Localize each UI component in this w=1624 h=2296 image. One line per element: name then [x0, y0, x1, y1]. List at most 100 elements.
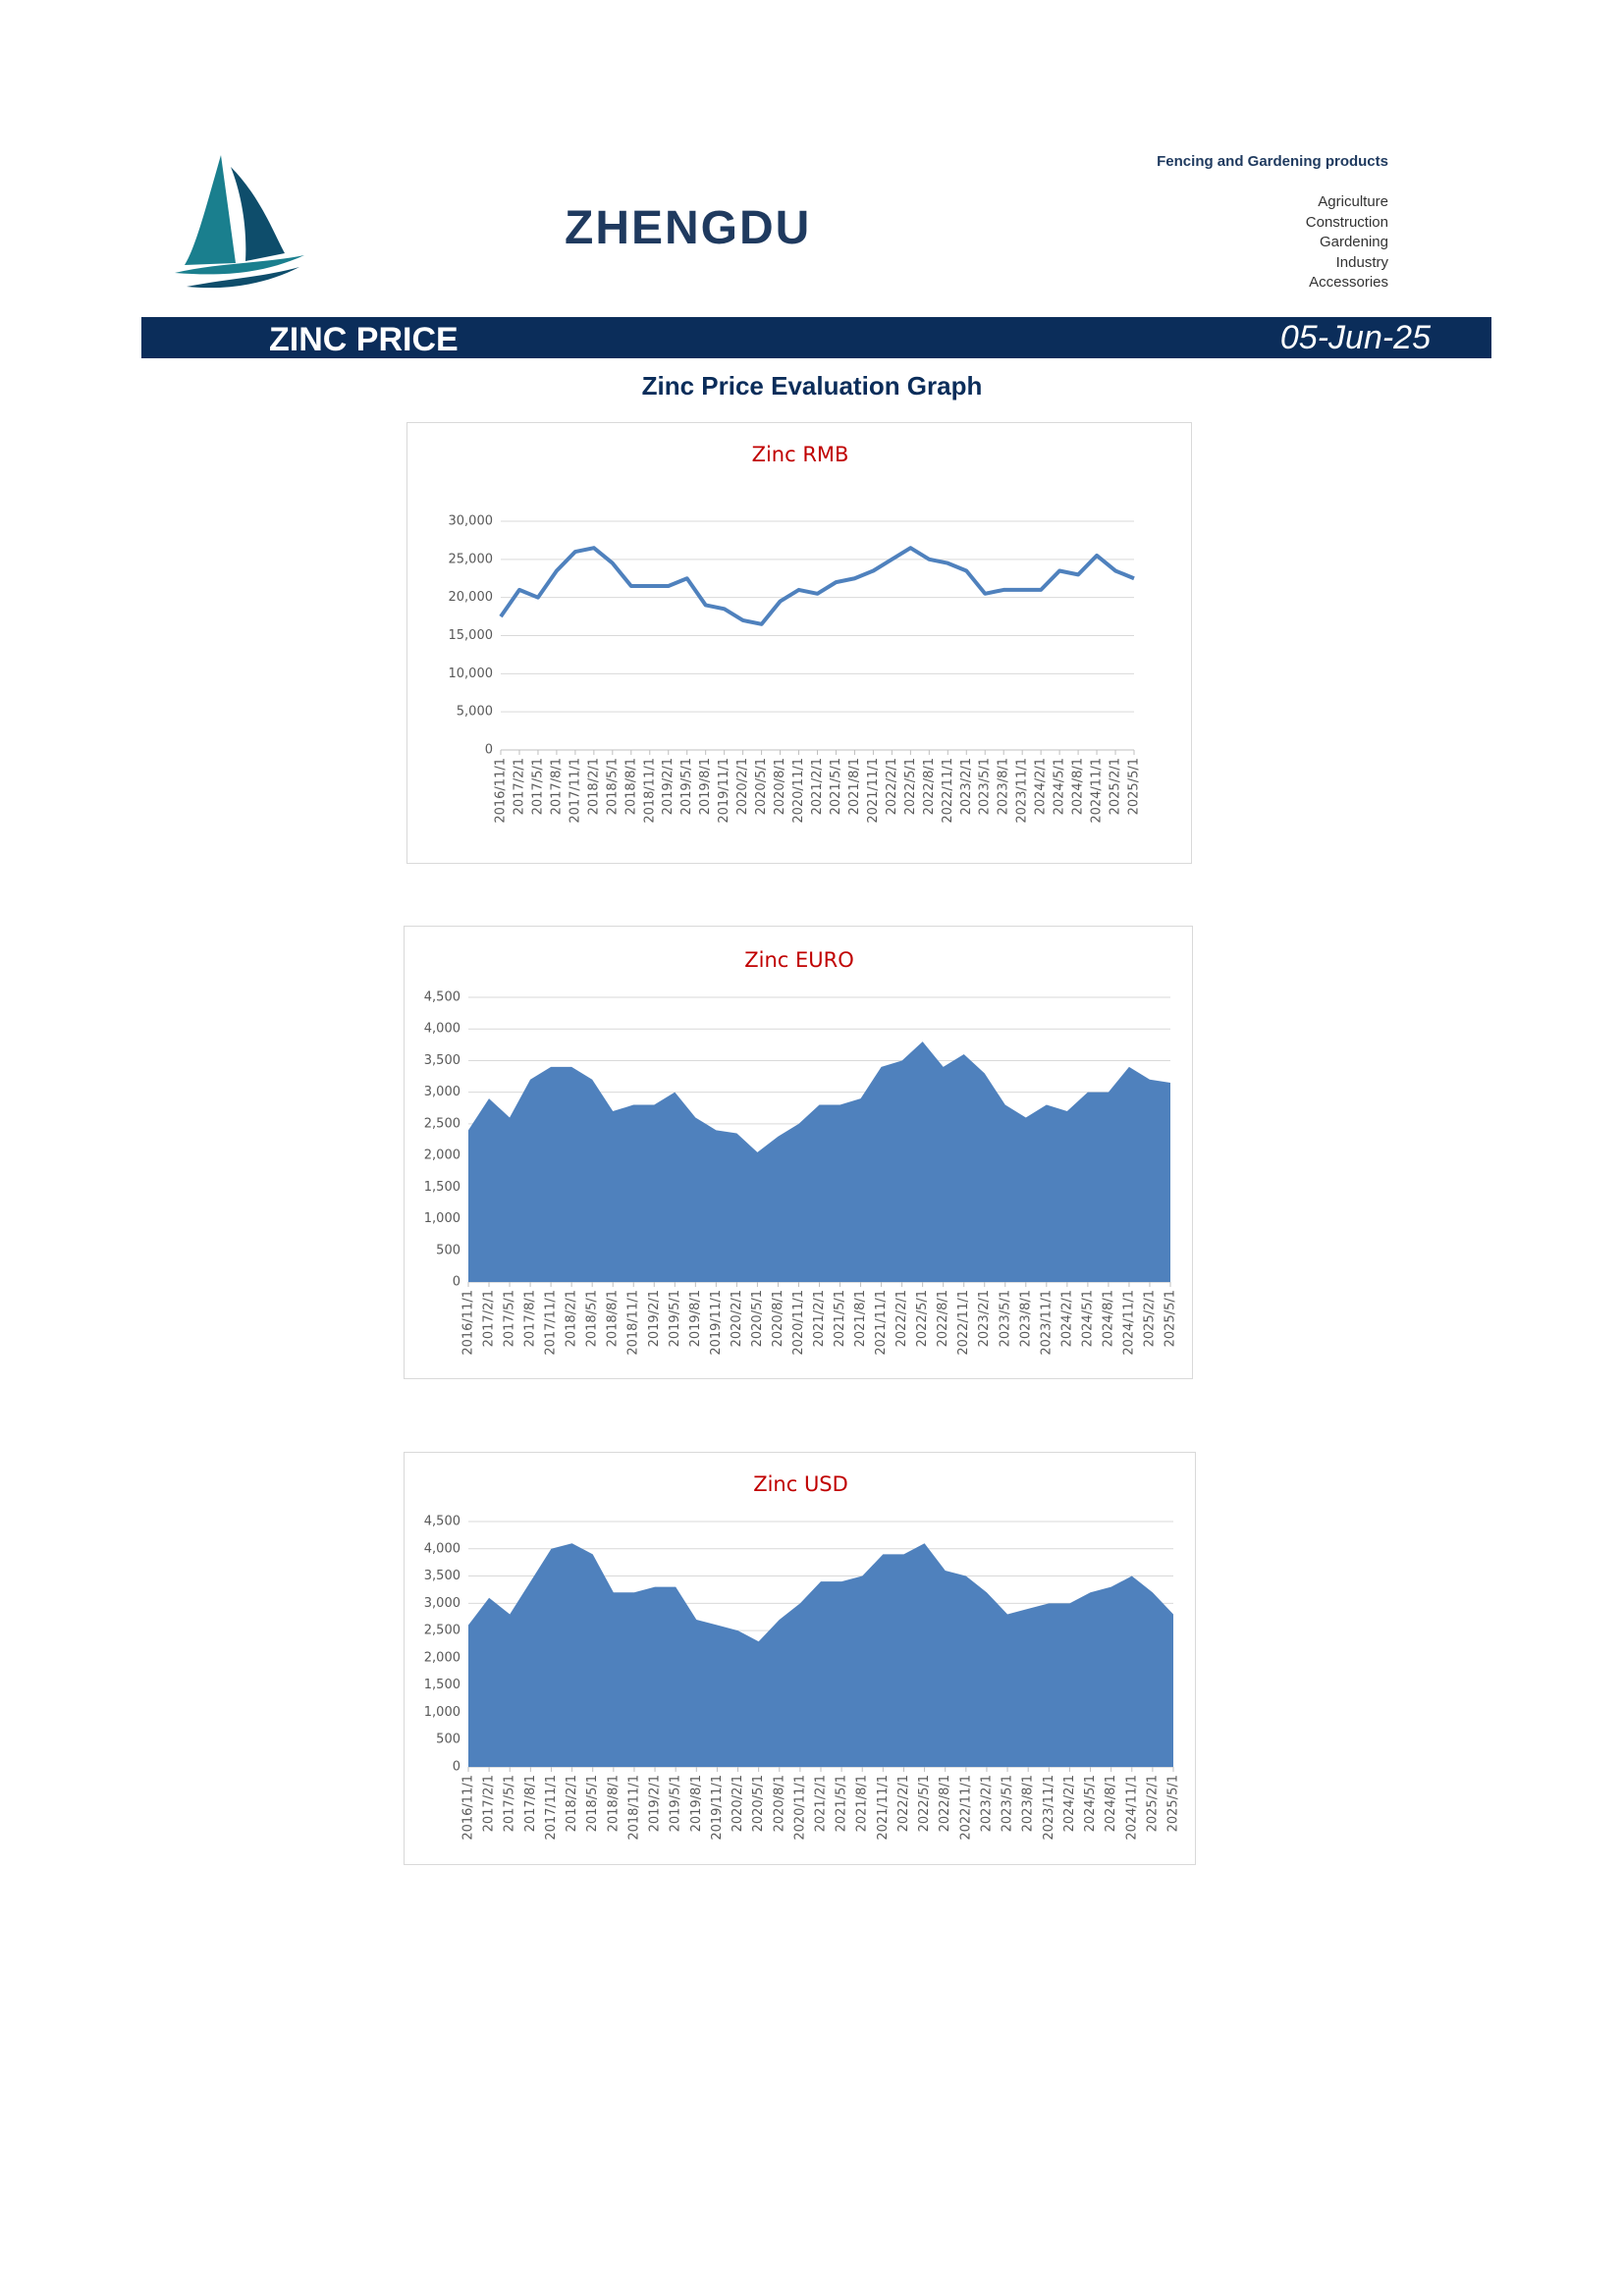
menu-item: Gardening — [1319, 234, 1388, 250]
x-tick-label: 2018/8/1 — [606, 1775, 621, 1832]
x-tick-label: 2017/2/1 — [482, 1775, 497, 1832]
x-tick-label: 2020/11/1 — [791, 758, 806, 824]
area — [468, 1041, 1170, 1282]
x-tick-label: 2020/11/1 — [792, 1775, 807, 1841]
x-tick-label: 2024/5/1 — [1080, 1290, 1095, 1347]
x-tick-label: 2024/11/1 — [1124, 1775, 1139, 1841]
y-tick-label: 1,000 — [424, 1705, 460, 1720]
x-tick-label: 2019/5/1 — [669, 1775, 683, 1832]
y-tick-label: 5,000 — [457, 705, 493, 720]
x-tick-label: 2022/2/1 — [885, 758, 899, 815]
y-tick-label: 4,000 — [424, 1022, 460, 1037]
x-tick-label: 2020/8/1 — [772, 1775, 786, 1832]
x-tick-label: 2023/11/1 — [1042, 1775, 1056, 1841]
y-tick-label: 0 — [453, 1760, 460, 1775]
x-tick-label: 2019/2/1 — [661, 758, 676, 815]
chart: Zinc RMB 0 5,000 10,000 15,000 20,000 25,000 30… — [406, 422, 1192, 864]
y-tick-label: 15,000 — [449, 628, 494, 643]
y-tick-label: 20,000 — [449, 590, 494, 605]
line — [499, 546, 1135, 626]
x-tick-label: 2024/8/1 — [1104, 1775, 1118, 1832]
x-tick-label: 2022/2/1 — [894, 1290, 909, 1347]
x-tick-label: 2017/8/1 — [523, 1290, 538, 1347]
x-tick-label: 2024/5/1 — [1053, 758, 1067, 815]
x-tick-label: 2016/11/1 — [461, 1290, 476, 1356]
x-tick-label: 2021/2/1 — [810, 758, 825, 815]
x-tick-label: 2022/8/1 — [938, 1775, 952, 1832]
x-tick-label: 2020/5/1 — [750, 1290, 765, 1347]
x-tick-label: 2021/5/1 — [835, 1775, 849, 1832]
x-tick-label: 2024/5/1 — [1083, 1775, 1098, 1832]
x-tick-label: 2018/2/1 — [565, 1290, 579, 1347]
x-tick-label: 2024/11/1 — [1090, 758, 1105, 824]
menu-item: Construction — [1305, 213, 1388, 231]
x-tick-label: 2020/5/1 — [751, 1775, 766, 1832]
x-tick-label: 2022/5/1 — [915, 1290, 930, 1347]
y-tick-label: 3,000 — [424, 1085, 460, 1099]
x-tick-label: 2019/5/1 — [679, 758, 694, 815]
x-tick-label: 2018/8/1 — [623, 758, 638, 815]
x-tick-label: 2019/11/1 — [709, 1290, 724, 1356]
y-tick-label: 1,500 — [424, 1678, 460, 1692]
x-tick-label: 2023/2/1 — [979, 1775, 994, 1832]
x-tick-label: 2017/5/1 — [503, 1775, 517, 1832]
y-tick-label: 4,500 — [424, 1515, 460, 1529]
x-tick-label: 2017/8/1 — [549, 758, 564, 815]
x-tick-label: 2017/8/1 — [523, 1775, 538, 1832]
x-tick-label: 2021/5/1 — [829, 758, 843, 815]
x-tick-label: 2025/5/1 — [1166, 1775, 1181, 1832]
x-tick-label: 2018/5/1 — [585, 1775, 600, 1832]
section-title: Zinc Price Evaluation Graph — [641, 371, 983, 400]
x-tick-label: 2025/2/1 — [1142, 1290, 1157, 1347]
x-tick-label: 2020/2/1 — [731, 1775, 745, 1832]
x-tick-label: 2020/2/1 — [730, 1290, 744, 1347]
x-tick-label: 2021/2/1 — [812, 1290, 827, 1347]
x-tick-label: 2017/2/1 — [512, 758, 526, 815]
x-tick-label: 2019/8/1 — [698, 758, 713, 815]
y-tick-label: 25,000 — [449, 552, 494, 566]
x-tick-label: 2017/5/1 — [503, 1290, 517, 1347]
x-tick-label: 2024/8/1 — [1071, 758, 1086, 815]
brand: ZHENGDU — [565, 202, 812, 254]
x-tick-label: 2018/5/1 — [605, 758, 620, 815]
x-tick-label: 2024/2/1 — [1062, 1775, 1077, 1832]
x-tick-label: 2022/11/1 — [941, 758, 955, 824]
menu-item: Agriculture — [1318, 193, 1388, 210]
x-tick-label: 2019/11/1 — [710, 1775, 725, 1841]
chart: Zinc EURO 0 500 1,000 1,500 2,000 2,500 3,000 3,… — [404, 926, 1193, 1379]
x-tick-label: 2021/8/1 — [847, 758, 862, 815]
y-tick-label: 2,500 — [424, 1624, 460, 1638]
x-tick-label: 2023/2/1 — [959, 758, 974, 815]
x-tick-label: 2019/2/1 — [648, 1775, 663, 1832]
x-tick-label: 2023/2/1 — [977, 1290, 992, 1347]
x-tick-label: 2024/8/1 — [1101, 1290, 1115, 1347]
menu: Agriculture Construction Gardening Indus… — [1306, 192, 1388, 294]
x-tick-label: 2019/8/1 — [689, 1775, 704, 1832]
x-tick-label: 2017/2/1 — [482, 1290, 497, 1347]
x-tick-label: 2022/8/1 — [922, 758, 937, 815]
x-tick-label: 2018/2/1 — [565, 1775, 579, 1832]
banner-title: ZINC PRICE — [269, 321, 459, 358]
logo — [175, 155, 304, 289]
x-tick-label: 2016/11/1 — [494, 758, 509, 824]
menu-item: Industry — [1335, 253, 1388, 271]
area — [468, 1543, 1173, 1767]
tagline: Fencing and Gardening products — [1157, 153, 1388, 170]
x-tick-label: 2017/5/1 — [530, 758, 545, 815]
chart: Zinc USD 0 500 1,000 1,500 2,000 2,500 3,000 3,5… — [404, 1452, 1196, 1865]
y-tick-label: 3,500 — [424, 1569, 460, 1583]
chart-title: Zinc RMB — [752, 443, 849, 466]
x-tick-label: 2021/11/1 — [866, 758, 881, 824]
x-tick-label: 2023/11/1 — [1039, 1290, 1054, 1356]
x-tick-label: 2024/11/1 — [1121, 1290, 1136, 1356]
x-tick-label: 2017/11/1 — [544, 1775, 559, 1841]
x-tick-label: 2018/11/1 — [626, 1775, 641, 1841]
y-tick-label: 1,500 — [424, 1180, 460, 1195]
x-tick-label: 2019/8/1 — [688, 1290, 703, 1347]
x-tick-label: 2020/8/1 — [771, 1290, 785, 1347]
x-tick-label: 2018/11/1 — [626, 1290, 641, 1356]
x-tick-label: 2022/5/1 — [917, 1775, 932, 1832]
banner-date: 05-Jun-25 — [1279, 319, 1431, 356]
x-tick-label: 2024/2/1 — [1034, 758, 1049, 815]
chart-title: Zinc EURO — [744, 948, 854, 972]
